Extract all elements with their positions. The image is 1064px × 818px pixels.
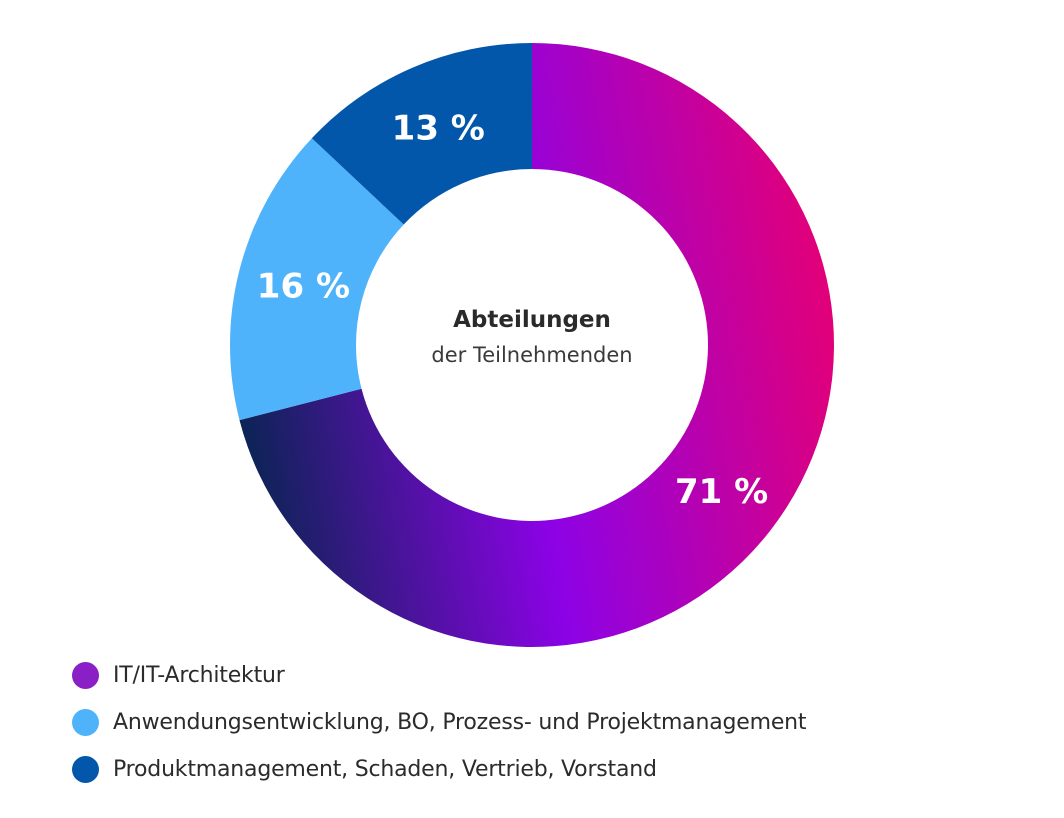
legend-label-it: IT/IT-Architektur	[113, 663, 285, 688]
legend-item-produktmanagement: Produktmanagement, Schaden, Vertrieb, Vo…	[72, 746, 1032, 793]
legend-swatch-it	[72, 662, 99, 689]
slice-1	[239, 43, 835, 647]
legend-swatch-produktmanagement	[72, 756, 99, 783]
legend-swatch-anwendungsentwicklung	[72, 709, 99, 736]
slice-label-1: 71 %	[675, 472, 768, 512]
chart-legend: IT/IT-Architektur Anwendungsentwicklung,…	[72, 652, 1032, 793]
labels-layer: 71 % 16 % 13 %	[257, 108, 768, 512]
legend-label-anwendungsentwicklung: Anwendungsentwicklung, BO, Prozess- und …	[113, 710, 807, 735]
slice-3	[311, 43, 532, 225]
slice-label-3: 13 %	[392, 108, 485, 148]
slice-2	[230, 138, 404, 421]
legend-item-anwendungsentwicklung: Anwendungsentwicklung, BO, Prozess- und …	[72, 699, 1032, 746]
slices-layer	[230, 43, 835, 647]
legend-label-produktmanagement: Produktmanagement, Schaden, Vertrieb, Vo…	[113, 757, 657, 782]
chart-title: Abteilungen	[453, 307, 611, 333]
legend-item-it: IT/IT-Architektur	[72, 652, 1032, 699]
chart-subtitle: der Teilnehmenden	[431, 343, 632, 367]
slice-label-2: 16 %	[257, 266, 350, 306]
